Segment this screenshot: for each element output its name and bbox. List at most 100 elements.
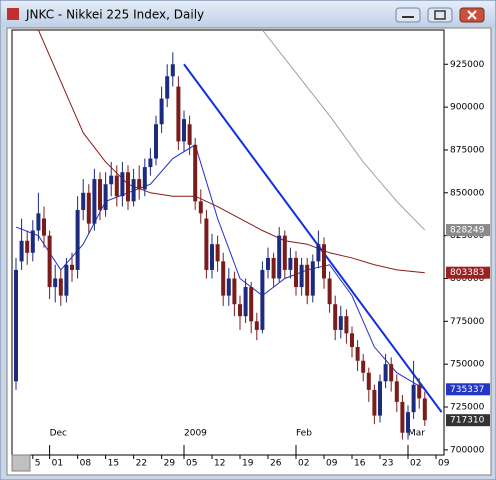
candle-body [204, 218, 209, 270]
period-label: Mar [408, 429, 425, 439]
candle-body [226, 278, 231, 296]
candle-body [92, 179, 97, 224]
plot: 700000 725000 750000 775000 800000 825000 8500… [14, 30, 490, 469]
x-tick-label: 12 [214, 459, 225, 469]
candle-body [288, 257, 293, 270]
candle-body [120, 172, 125, 197]
candle-body [154, 124, 158, 159]
y-tick-label: 900000 [450, 103, 485, 113]
candle-body [333, 304, 338, 330]
price-tag [446, 224, 490, 237]
candle-body [170, 64, 175, 77]
maximize-glyph [434, 10, 446, 20]
x-tick-label: 02 [298, 459, 309, 469]
period-label: Feb [296, 429, 312, 439]
candle-body [198, 201, 203, 214]
moving-average [15, 144, 426, 390]
x-tick-label: 05 [186, 459, 197, 469]
candle-body [266, 257, 270, 270]
candle-body [361, 360, 366, 373]
candle-body [210, 244, 214, 270]
candle-body [58, 278, 63, 296]
moving-average [262, 30, 426, 231]
candle-body [53, 278, 58, 288]
candle-body [42, 218, 46, 236]
candle-body [305, 264, 310, 296]
candle-body [221, 261, 226, 296]
candle-body [260, 269, 265, 330]
x-tick-label: 19 [242, 459, 254, 469]
candle-body [187, 124, 192, 145]
corner-box [11, 454, 31, 472]
x-tick-label: 02 [410, 459, 421, 469]
candle-body [383, 364, 388, 382]
candle-body [148, 158, 153, 168]
candle-body [19, 240, 24, 262]
candle-body [30, 230, 35, 253]
candle-body [64, 264, 69, 296]
x-tick-label: 09 [438, 459, 450, 469]
moving-average [37, 30, 425, 274]
candle-body [249, 287, 254, 322]
minimize-button[interactable] [395, 7, 421, 23]
candle-body [389, 364, 394, 382]
candle-body [176, 86, 181, 142]
price-tag [446, 383, 490, 396]
candle-body [271, 257, 276, 279]
candle-body [366, 372, 371, 390]
price-tag-label: 828249 [450, 226, 485, 236]
candle-body [25, 240, 30, 253]
candle-body [406, 412, 410, 433]
candle-body [316, 244, 321, 262]
price-tag-label: 735337 [450, 385, 484, 395]
candle-body [338, 316, 343, 330]
candle-body [159, 98, 164, 125]
window-title: JNKC - Nikkei 225 Index, Daily [25, 8, 204, 22]
candle-body [182, 119, 186, 142]
x-tick-label: 09 [326, 459, 338, 469]
candle-body [215, 244, 220, 262]
candle-body [299, 264, 304, 288]
x-tick-label: 29 [164, 459, 176, 469]
candle-body [193, 144, 198, 202]
candle-body [131, 179, 136, 202]
candle-body [411, 384, 416, 413]
candle-body [238, 304, 242, 317]
y-tick-label: 825000 [450, 231, 485, 241]
candle-body [355, 347, 360, 361]
candle-body [75, 209, 80, 270]
period-label: Dec [50, 429, 67, 439]
trend-line [183, 63, 443, 413]
candle-body [344, 316, 349, 334]
x-tick-label: 26 [270, 459, 282, 469]
candle-body [47, 235, 52, 288]
candle-body [109, 175, 114, 185]
candle-body [254, 321, 259, 330]
x-tick-label: 22 [136, 459, 147, 469]
price-tag [446, 414, 490, 427]
app-icon [7, 8, 19, 20]
candle-body [165, 76, 170, 99]
candle-body [327, 278, 332, 305]
candle-body [137, 179, 142, 190]
y-tick-label: 750000 [450, 360, 485, 370]
close-glyph [467, 10, 477, 20]
candle-body [14, 269, 18, 382]
candle-body [378, 381, 382, 416]
candle-body [394, 381, 399, 402]
y-tick-label: 850000 [450, 188, 485, 198]
candle-body [86, 192, 91, 224]
candle-body [81, 192, 86, 210]
y-tick-label: 925000 [450, 60, 485, 70]
candle-body [103, 184, 108, 210]
candle-body [232, 278, 237, 305]
y-tick-label: 875000 [450, 145, 485, 155]
x-tick-label: 5 [35, 459, 41, 469]
maximize-button[interactable] [427, 7, 453, 23]
y-tick-label: 725000 [450, 403, 485, 413]
candle-body [350, 333, 354, 348]
candle-body [126, 172, 130, 202]
candle-body [422, 398, 427, 421]
